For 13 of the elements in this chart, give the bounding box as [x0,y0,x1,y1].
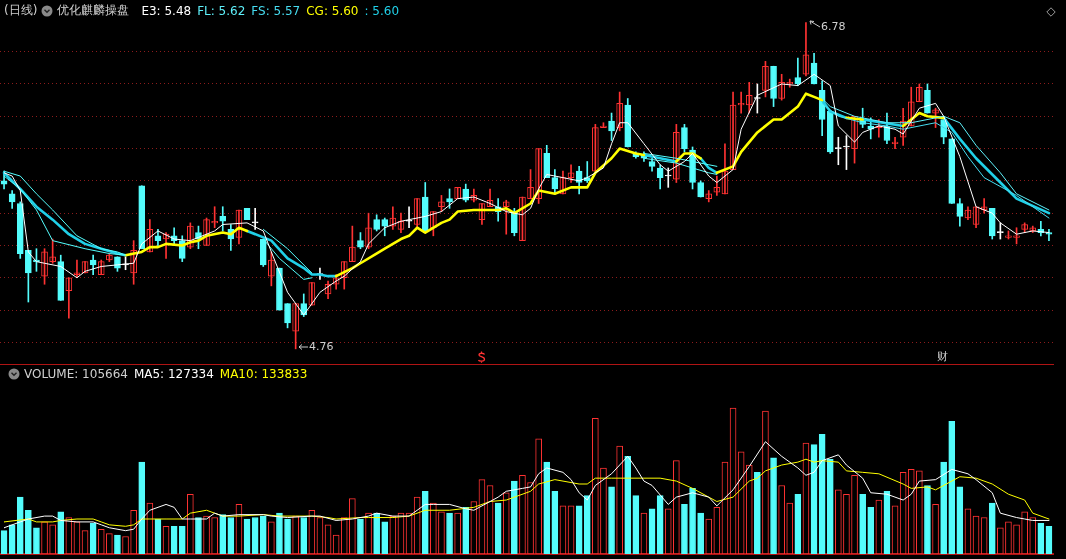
text: CG: 5.60 [306,3,359,18]
annotation: 6.78 [821,20,846,33]
text: FS: 5.57 [251,3,301,18]
chart-title: (日线) [4,2,38,19]
annotation: 4.76 [309,340,334,353]
text: E3: 5.48 [141,3,192,18]
text: MA10: 133833 [219,367,308,381]
text: MA5: 127334 [133,367,214,381]
text: : 5.60 [364,3,400,18]
chart-subtitle: 优化麒麟操盘 [57,2,130,19]
chart-title: VOLUME: 105664 [24,367,128,381]
text: FL: 5.62 [197,3,246,18]
annotation: 财 [937,349,948,364]
